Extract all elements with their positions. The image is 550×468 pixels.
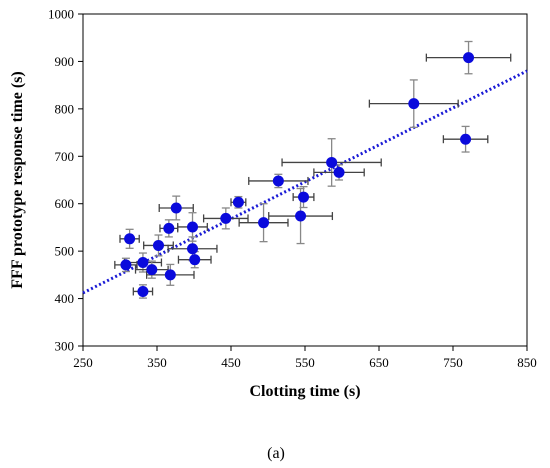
data-point <box>187 221 199 233</box>
error-bars <box>114 40 512 299</box>
data-point <box>137 257 149 269</box>
data-point <box>463 52 475 64</box>
data-point <box>298 191 310 203</box>
data-point <box>187 243 199 255</box>
figure-caption: (a) <box>267 445 285 462</box>
data-point <box>164 269 176 281</box>
data-point <box>333 166 345 178</box>
x-tick-label: 650 <box>369 355 389 370</box>
trendline-group <box>82 69 528 295</box>
x-tick-label: 250 <box>73 355 93 370</box>
y-tick-label: 400 <box>55 291 75 306</box>
data-point <box>408 98 420 110</box>
x-axis: 250 350 450 550 650 750 850 <box>73 346 537 370</box>
y-tick-label: 600 <box>55 196 75 211</box>
x-axis-title: Clotting time (s) <box>249 383 360 400</box>
data-point <box>120 259 132 271</box>
data-point <box>124 233 136 245</box>
data-point <box>326 156 338 168</box>
data-point <box>295 210 307 222</box>
data-point <box>170 202 182 214</box>
y-tick-label: 1000 <box>48 7 74 22</box>
data-point <box>232 196 244 208</box>
data-point <box>137 285 149 297</box>
x-tick-label: 850 <box>517 355 537 370</box>
x-tick-label: 450 <box>221 355 241 370</box>
y-tick-label: 900 <box>55 54 75 69</box>
data-points <box>120 52 475 297</box>
x-tick-label: 350 <box>147 355 167 370</box>
y-tick-label: 500 <box>55 244 75 259</box>
data-point <box>220 212 232 224</box>
y-tick-label: 700 <box>55 149 75 164</box>
x-tick-label: 750 <box>443 355 463 370</box>
data-point <box>146 264 158 276</box>
data-point <box>460 133 472 145</box>
y-tick-label: 800 <box>55 101 75 116</box>
data-point <box>272 175 284 187</box>
y-tick-label: 300 <box>55 339 75 354</box>
y-axis-title: FFF prototype response time (s) <box>9 71 26 288</box>
trendline <box>82 69 528 295</box>
data-point <box>258 217 270 229</box>
x-tick-label: 550 <box>295 355 315 370</box>
data-point <box>163 222 175 234</box>
data-point <box>152 239 164 251</box>
y-axis: 300 400 500 600 700 800 900 1000 <box>48 7 83 354</box>
data-point <box>189 254 201 266</box>
plot-frame <box>82 13 528 347</box>
